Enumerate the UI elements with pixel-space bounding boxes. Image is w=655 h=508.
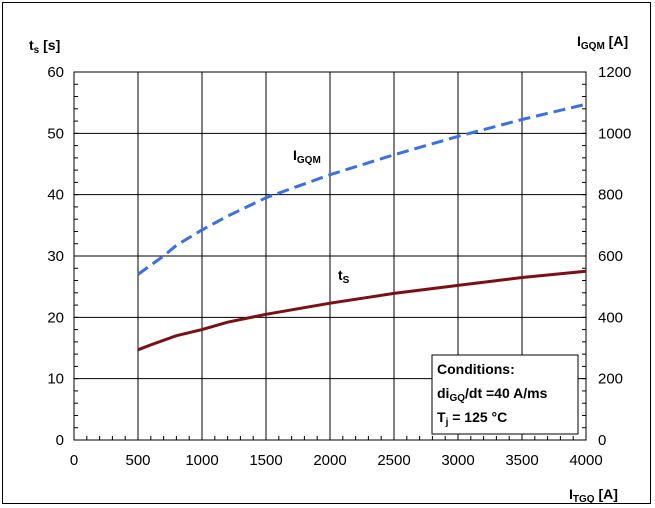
y-right-tick-label: 1200 [598, 64, 631, 81]
plot-area [73, 71, 587, 441]
y-left-tick-label: 20 [47, 309, 64, 326]
chart: 0 500 1000 1500 2000 2500 3000 3500 400001020304… [29, 33, 631, 505]
conditions-box: Conditions: diGQ/dt =40 A/ms Tj = 125 °C [431, 354, 579, 435]
conditions-line-1: diGQ/dt =40 A/ms [437, 385, 548, 404]
y-right-tick-label: 600 [598, 248, 623, 265]
y-right-tick-label: 1000 [598, 125, 631, 142]
y-right-tick-label: 800 [598, 187, 623, 204]
tick-labels: 0 500 1000 1500 2000 2500 3000 3500 400001020304… [47, 64, 631, 469]
x-tick-label: 2000 [313, 452, 346, 469]
x-tick-label: 500 [125, 452, 150, 469]
grid [73, 71, 587, 441]
x-tick-label: 0 [70, 452, 78, 469]
series-group [137, 102, 587, 352]
x-axis-title: ITGQ [A] [569, 486, 618, 505]
x-tick-label: 4000 [569, 452, 602, 469]
x-tick-label: 1000 [185, 452, 218, 469]
y-left-tick-label: 50 [47, 125, 64, 142]
conditions-line-2: Tj = 125 °C [437, 409, 507, 428]
series-label-igqm: IGQM [293, 147, 321, 166]
y-left-axis-title: ts [s] [29, 37, 60, 56]
x-tick-label: 3000 [441, 452, 474, 469]
x-tick-label: 2500 [377, 452, 410, 469]
y-right-axis-title: IGQM [A] [577, 33, 628, 52]
series-line-0 [137, 102, 587, 276]
series-line-1 [137, 269, 587, 352]
y-left-tick-label: 30 [47, 248, 64, 265]
series-label-ts: tS [338, 267, 350, 286]
y-right-tick-label: 200 [598, 371, 623, 388]
y-left-tick-label: 0 [56, 432, 64, 449]
y-left-tick-label: 40 [47, 187, 64, 204]
conditions-title: Conditions: [437, 361, 515, 377]
y-right-tick-label: 400 [598, 309, 623, 326]
y-right-tick-label: 0 [598, 432, 606, 449]
x-tick-label: 1500 [249, 452, 282, 469]
y-left-tick-label: 10 [47, 371, 64, 388]
y-left-tick-label: 60 [47, 64, 64, 81]
x-tick-label: 3500 [505, 452, 538, 469]
